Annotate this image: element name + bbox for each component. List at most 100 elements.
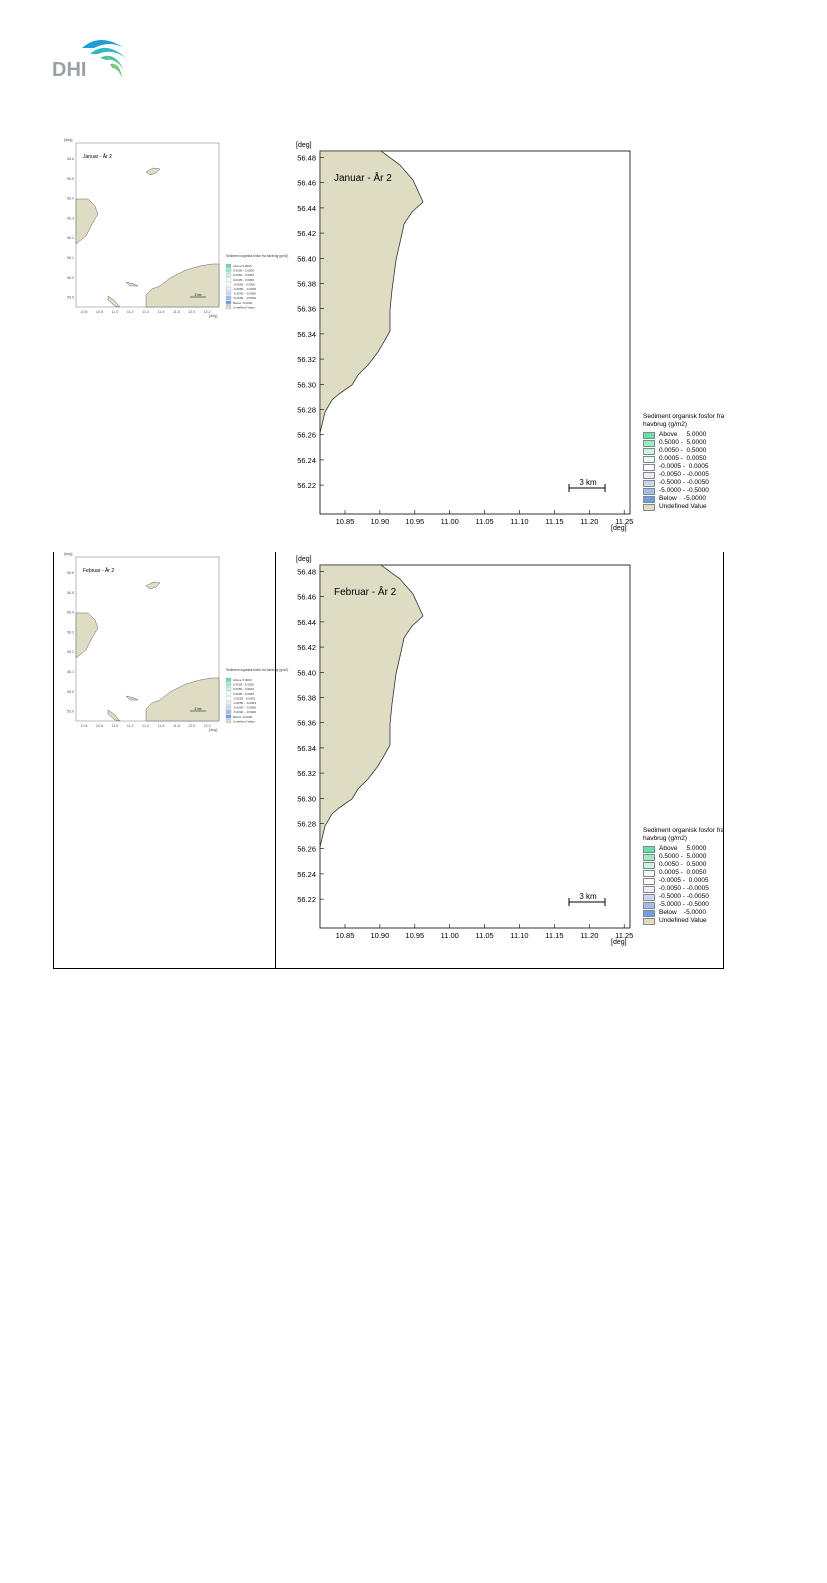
- frame-bottom: [53, 968, 724, 969]
- legend-item: -0.0050 - -0.0005: [643, 885, 733, 893]
- x-tick-label: 11.15: [545, 931, 563, 940]
- overview-y-tick: 56.3: [67, 630, 74, 634]
- legend-label: Above 5.0000: [659, 431, 707, 438]
- overview-legend-label: -0.0005 - 0.0005: [233, 282, 255, 286]
- overview-legend-swatch: [225, 710, 232, 714]
- legend-swatch: [643, 455, 655, 463]
- overview-legend-swatch: [225, 263, 232, 268]
- overview-map-svg: 56.6 56.5 56.4 56.3 56.2 56.1 56.0 55.9 10.6 10.8…: [64, 552, 288, 732]
- legend-item: -5.0000 - -0.5000: [643, 487, 733, 495]
- y-tick-label: 56.26: [297, 431, 316, 440]
- overview-y-tick: 56.6: [67, 571, 74, 575]
- y-tick-label: 56.36: [297, 719, 316, 728]
- y-tick-label: 56.30: [297, 380, 316, 389]
- y-tick-label: 56.46: [297, 179, 316, 188]
- overview-legend-label: Undefined Value: [233, 305, 255, 309]
- y-tick-label: 56.34: [297, 744, 316, 753]
- overview-legend-label: -0.5000 - -0.0050: [233, 292, 256, 296]
- legend-item: 0.0050 - 0.5000: [643, 447, 733, 455]
- overview-legend-swatch: [225, 677, 232, 682]
- y-tick-label: 56.22: [297, 895, 316, 904]
- legend-item: -0.5000 - -0.0050: [643, 893, 733, 901]
- overview-y-tick: 56.4: [67, 611, 74, 615]
- overview-y-tick: 55.9: [67, 296, 74, 300]
- y-tick-label: 56.32: [297, 355, 316, 364]
- overview-map-svg: 56.6 56.5 56.4 56.3 56.2 56.1 56.0 55.9 10.6 10.8…: [64, 138, 288, 318]
- legend-item: 0.0005 - 0.0050: [643, 869, 733, 877]
- y-axis-unit: [deg]: [296, 142, 312, 149]
- y-tick-label: 56.28: [297, 820, 316, 829]
- land-area: [319, 150, 424, 434]
- overview-y-tick: 55.9: [67, 710, 74, 714]
- legend-swatch: [643, 909, 655, 917]
- overview-x-tick: 10.8: [96, 310, 103, 314]
- legend-item: 0.5000 - 5.0000: [643, 853, 733, 861]
- overview-island-mid: [125, 695, 139, 701]
- legend-label: Below -5.0000: [659, 495, 706, 502]
- overview-legend-swatch: [225, 691, 232, 696]
- legend-swatch: [643, 877, 655, 885]
- x-tick-label: 11.10: [510, 517, 528, 526]
- overview-legend-label: -0.5000 - -0.0050: [233, 706, 256, 710]
- overview-x-unit: [deg]: [209, 314, 217, 318]
- overview-x-tick: 11.0: [111, 310, 118, 314]
- x-tick-label: 11.05: [475, 931, 493, 940]
- legend-item: Below -5.0000: [643, 909, 733, 917]
- y-tick-label: 56.26: [297, 845, 316, 854]
- dhi-logo-text: DHI: [52, 59, 86, 81]
- y-tick-label: 56.46: [297, 593, 316, 602]
- overview-island-small: [107, 295, 121, 308]
- overview-legend-label: -0.0050 - -0.0005: [233, 701, 256, 705]
- y-tick-label: 56.48: [297, 154, 316, 163]
- legend-item: -0.0050 - -0.0005: [643, 471, 733, 479]
- overview-legend-label: 0.0050 - 0.5000: [233, 687, 254, 691]
- overview-legend-swatch: [225, 277, 232, 282]
- overview-y-tick: 56.0: [67, 276, 74, 280]
- y-tick-label: 56.38: [297, 694, 316, 703]
- map-title: Februar - År 2: [334, 585, 397, 598]
- y-tick-label: 56.32: [297, 769, 316, 778]
- y-tick-label: 56.40: [297, 668, 316, 677]
- overview-x-tick: 11.2: [127, 724, 134, 728]
- overview-y-unit: [deg]: [64, 138, 72, 142]
- overview-legend-swatch: [225, 273, 232, 277]
- overview-legend-label: 0.0050 - 0.5000: [233, 273, 254, 277]
- legend-swatch: [643, 853, 655, 861]
- overview-x-tick: 11.6: [158, 310, 165, 314]
- overview-legend-label: -0.0050 - -0.0005: [233, 287, 256, 291]
- overview-x-tick: 10.6: [81, 310, 88, 314]
- legend-swatch: [643, 917, 655, 925]
- overview-legend-title: Sediment organisk fosfor fra havbrug (g/…: [226, 668, 288, 672]
- overview-legend-label: 0.5000 - 5.0000: [233, 683, 254, 687]
- x-axis-unit: [deg]: [611, 525, 627, 532]
- frame-right: [723, 552, 724, 968]
- x-tick-label: 11.00: [441, 931, 459, 940]
- overview-y-tick: 56.2: [67, 650, 74, 654]
- legend-label: Above 5.0000: [659, 845, 707, 852]
- overview-legend-swatch: [225, 700, 232, 705]
- legend-label: Below -5.0000: [659, 909, 706, 916]
- legend-swatch: [643, 471, 655, 479]
- overview-land-south: [145, 677, 220, 722]
- overview-legend-label: -0.0005 - 0.0005: [233, 696, 255, 700]
- y-tick-label: 56.28: [297, 406, 316, 415]
- legend-label: 0.0005 - 0.0050: [659, 869, 707, 876]
- overview-y-tick: 56.1: [67, 670, 74, 674]
- overview-x-tick: 11.4: [142, 724, 149, 728]
- legend-item: -5.0000 - -0.5000: [643, 901, 733, 909]
- overview-legend-swatch: [225, 268, 232, 273]
- map-title: Januar - År 2: [334, 171, 392, 184]
- y-tick-label: 56.40: [297, 254, 316, 263]
- y-tick-label: 56.24: [297, 870, 316, 879]
- overview-x-tick: 10.6: [81, 724, 88, 728]
- overview-legend-swatch: [225, 286, 232, 291]
- legend-swatch: [643, 885, 655, 893]
- legend-swatch: [643, 439, 655, 447]
- x-tick-label: 11.20: [580, 931, 598, 940]
- legend-label: -0.0005 - 0.0005: [659, 463, 709, 470]
- x-tick-label: 11.15: [545, 517, 563, 526]
- overview-legend-swatch: [225, 714, 232, 719]
- legend-swatch: [643, 901, 655, 909]
- legend-swatch: [643, 463, 655, 471]
- legend-swatch: [643, 447, 655, 455]
